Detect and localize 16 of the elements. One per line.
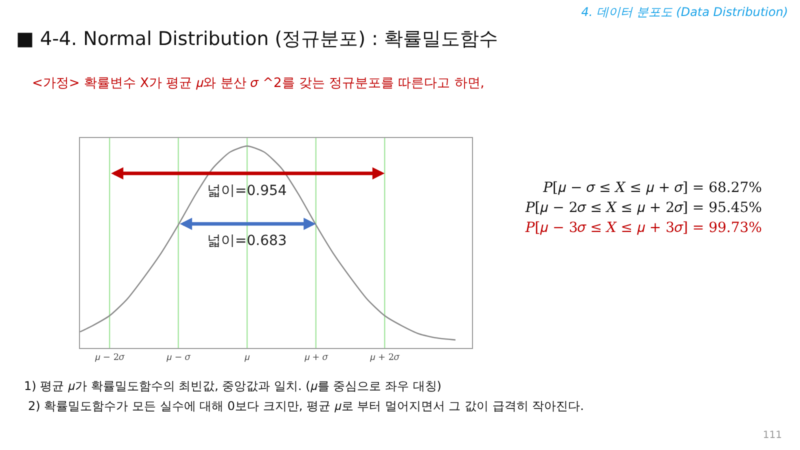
x-tick-label: 𝜇 − 𝜎 xyxy=(166,352,191,363)
text: 𝑃[𝜇 − 2𝜎 ≤ 𝑋 ≤ 𝜇 + 2𝜎] = 95.45% xyxy=(525,200,762,216)
x-tick-label: 𝜇 xyxy=(244,352,251,363)
text: 4. 데이터 분포도 (Data Distribution) xyxy=(581,4,788,21)
x-tick-label: 𝜇 + 𝜎 xyxy=(304,352,329,363)
text: 𝑃[𝜇 − 3𝜎 ≤ 𝑋 ≤ 𝜇 + 3𝜎] = 99.73% xyxy=(525,220,762,236)
text: 111 xyxy=(762,430,782,441)
x-tick-label: 𝜇 − 2𝜎 xyxy=(95,352,126,363)
text: 2) 확률밀도함수가 모든 실수에 대해 0보다 크지만, 평균 𝜇로 부터 멀어지면서 그 값이 급격히 작아진다. xyxy=(28,398,584,415)
x-tick-label: 𝜇 + 2𝜎 xyxy=(370,352,400,363)
text: 1) 평균 𝜇가 확률밀도함수의 최빈값, 중앙값과 일치. (𝜇를 중심으로 좌우 대칭) xyxy=(24,378,442,395)
chart-title: ■ 4-4. Normal Distribution (정규분포) : 확률밀도함수 xyxy=(16,27,498,52)
annotation: 넓이=0.954 xyxy=(207,183,287,199)
text: 𝑃[𝜇 − 𝜎 ≤ 𝑋 ≤ 𝜇 + 𝜎] = 68.27% xyxy=(543,180,762,196)
annotation: 넓이=0.683 xyxy=(207,233,287,249)
chart-subtitle: <가정> 확률변수 X가 평균 𝜇와 분산 𝜎 ^2를 갖는 정규분포를 따른다고 하면, xyxy=(32,75,484,92)
